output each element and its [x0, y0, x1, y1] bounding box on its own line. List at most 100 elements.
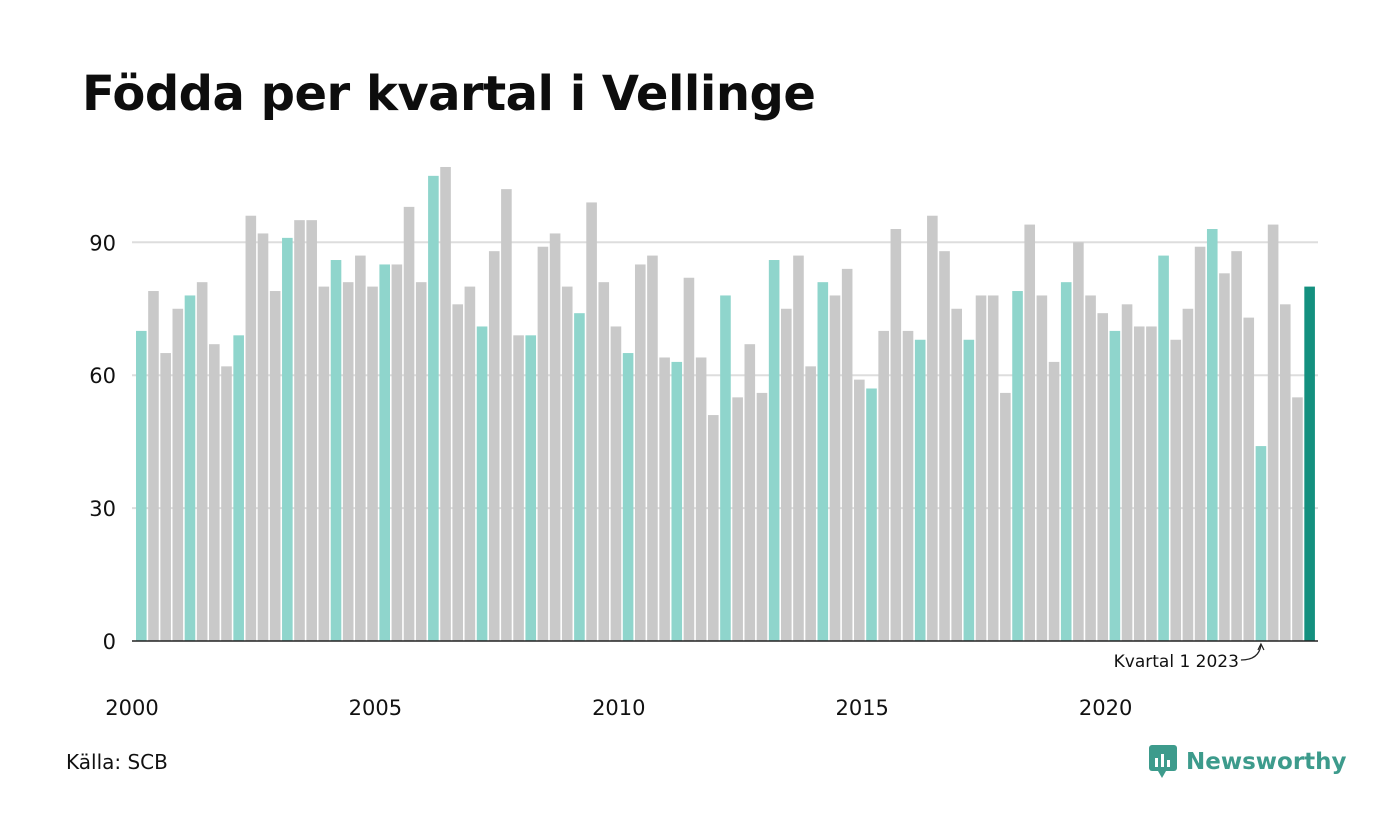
bar	[720, 295, 731, 641]
newsworthy-logo-icon	[1149, 745, 1177, 778]
bar	[878, 330, 889, 641]
x-tick-label: 2000	[105, 696, 158, 720]
bar	[598, 282, 610, 641]
bar	[683, 277, 695, 641]
bar	[1231, 251, 1242, 641]
bar	[160, 353, 171, 641]
y-tick-label: 0	[103, 630, 116, 654]
bar	[1012, 291, 1023, 641]
bar	[647, 255, 658, 641]
bar	[914, 339, 926, 641]
bar	[841, 268, 853, 641]
bar	[1267, 224, 1279, 641]
x-tick-label: 2005	[349, 696, 402, 720]
bar	[707, 415, 719, 641]
y-tick-label: 60	[89, 364, 116, 388]
x-tick-label: 2020	[1079, 696, 1132, 720]
x-tick-label: 2015	[835, 696, 888, 720]
bar	[342, 282, 354, 641]
bar	[1255, 446, 1267, 641]
bar	[549, 233, 561, 641]
bar	[403, 206, 415, 642]
bar	[501, 189, 512, 641]
bar	[488, 251, 500, 641]
bar	[294, 220, 305, 641]
bar	[1036, 295, 1048, 641]
bar	[1060, 282, 1072, 641]
bar	[209, 344, 220, 641]
bar	[634, 264, 646, 641]
bar	[428, 175, 439, 641]
bar-chart: 0 30 60 90 2000 2005 2010 2015 2020 Kvartal 1 202…	[89, 166, 1318, 720]
bar	[282, 237, 293, 641]
bar	[367, 286, 378, 641]
bar	[975, 295, 987, 641]
bar	[1243, 317, 1255, 641]
bar	[695, 357, 707, 641]
bar	[768, 260, 780, 641]
annotation-label: Kvartal 1 2023	[1114, 652, 1239, 672]
bar	[257, 233, 269, 641]
bar	[817, 282, 829, 641]
bar	[829, 295, 841, 641]
bar	[574, 313, 585, 641]
bar	[561, 286, 573, 641]
y-tick-label: 30	[89, 497, 116, 521]
bar	[440, 166, 451, 642]
bar	[793, 255, 804, 641]
bar	[1073, 242, 1084, 642]
bar	[269, 291, 281, 641]
bar	[476, 326, 488, 641]
bar	[1279, 304, 1291, 641]
bar	[1121, 304, 1133, 641]
bar	[622, 353, 634, 641]
bar	[659, 357, 670, 641]
bar	[987, 295, 999, 641]
x-tick-label: 2010	[592, 696, 645, 720]
bar	[756, 392, 768, 641]
bar	[452, 304, 464, 641]
bar	[610, 326, 622, 641]
bar	[136, 330, 147, 641]
annotation-arrow	[1240, 644, 1262, 661]
bar	[537, 246, 549, 642]
source-label: Källa: SCB	[66, 750, 168, 774]
bar	[671, 361, 683, 641]
bar	[805, 366, 816, 641]
y-tick-label: 90	[89, 231, 116, 255]
bar	[890, 229, 902, 641]
bar	[525, 335, 537, 641]
bar	[196, 282, 208, 641]
brand-logo[interactable]: Newsworthy	[1148, 744, 1347, 780]
bar	[1109, 330, 1121, 641]
bar	[1292, 397, 1303, 641]
chart-title: Födda per kvartal i Vellinge	[82, 66, 816, 122]
bar	[1170, 339, 1182, 641]
bar	[379, 264, 390, 641]
bar	[586, 202, 597, 641]
bar	[1024, 224, 1036, 641]
bar	[172, 308, 184, 641]
bar	[866, 388, 877, 641]
bar	[245, 215, 257, 641]
bar	[184, 295, 196, 641]
bar	[1182, 308, 1194, 641]
bar	[1000, 392, 1011, 641]
bar	[391, 264, 403, 641]
bar	[1304, 286, 1315, 641]
bar	[513, 335, 524, 641]
bar	[1133, 326, 1145, 641]
bar	[464, 286, 476, 641]
bar	[963, 339, 975, 641]
bar	[744, 344, 756, 641]
bar	[1219, 273, 1230, 641]
bar	[951, 308, 962, 641]
bar	[415, 282, 427, 641]
bar	[927, 215, 938, 641]
annotation-arrowhead	[1257, 642, 1265, 651]
bar	[732, 397, 743, 641]
brand-name: Newsworthy	[1186, 749, 1347, 775]
bar	[221, 366, 232, 641]
bar	[854, 379, 865, 641]
bar	[1194, 246, 1206, 642]
